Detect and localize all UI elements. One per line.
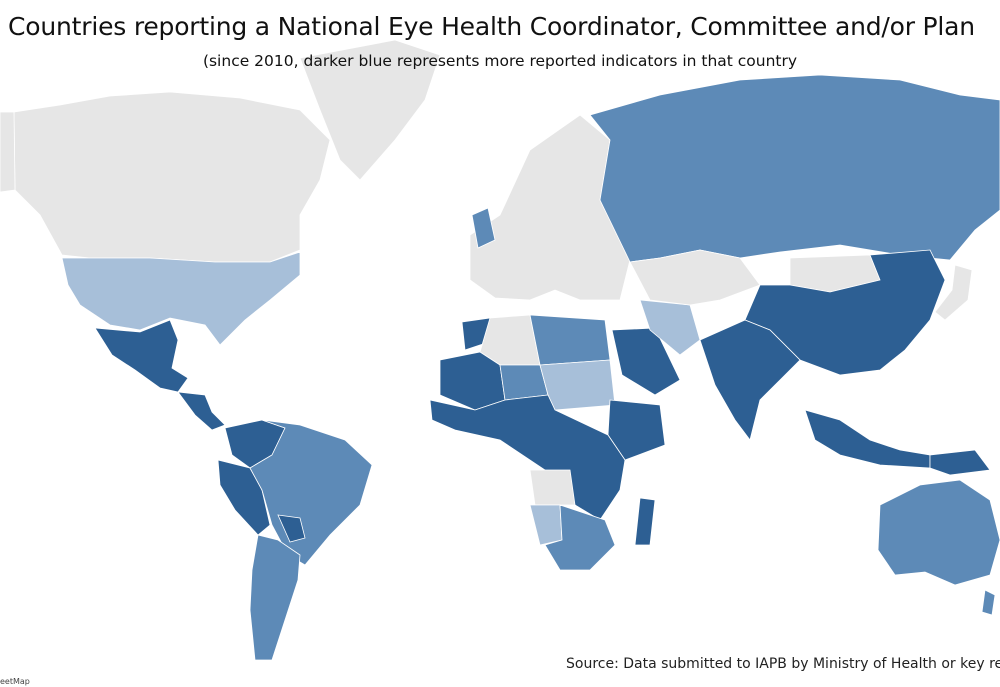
map-subtitle: (since 2010, darker blue represents more… bbox=[202, 52, 798, 70]
country-india bbox=[699, 319, 801, 441]
country-south-africa bbox=[544, 504, 616, 571]
country-niger bbox=[499, 364, 549, 401]
country-new-zealand bbox=[981, 589, 996, 616]
country-greenland bbox=[299, 39, 441, 181]
country-paraguay bbox=[277, 514, 306, 543]
country-argentina bbox=[249, 534, 301, 661]
country-canada bbox=[13, 91, 331, 263]
country-europe bbox=[469, 114, 631, 301]
country-united-states bbox=[61, 251, 301, 346]
country-russia bbox=[589, 74, 1000, 263]
map-title: Countries reporting a National Eye Healt… bbox=[8, 12, 975, 41]
country-united-kingdom bbox=[471, 207, 496, 249]
country-madagascar bbox=[634, 497, 656, 546]
country-mexico bbox=[94, 319, 189, 393]
country-sudan bbox=[539, 359, 616, 411]
country-japan bbox=[934, 264, 973, 321]
source-note: Source: Data submitted to IAPB by Minist… bbox=[566, 656, 1000, 672]
country-papua-new-guinea bbox=[929, 449, 991, 476]
country-central-america bbox=[177, 391, 226, 431]
map-attribution: eetMap bbox=[0, 677, 30, 686]
country-alaska bbox=[0, 111, 16, 193]
country-ethiopia bbox=[607, 399, 666, 461]
country-australia bbox=[877, 479, 1000, 586]
country-saudi-arabia bbox=[611, 327, 681, 396]
country-tanzania bbox=[429, 394, 626, 521]
country-angola bbox=[529, 469, 576, 506]
country-egypt bbox=[529, 314, 611, 366]
